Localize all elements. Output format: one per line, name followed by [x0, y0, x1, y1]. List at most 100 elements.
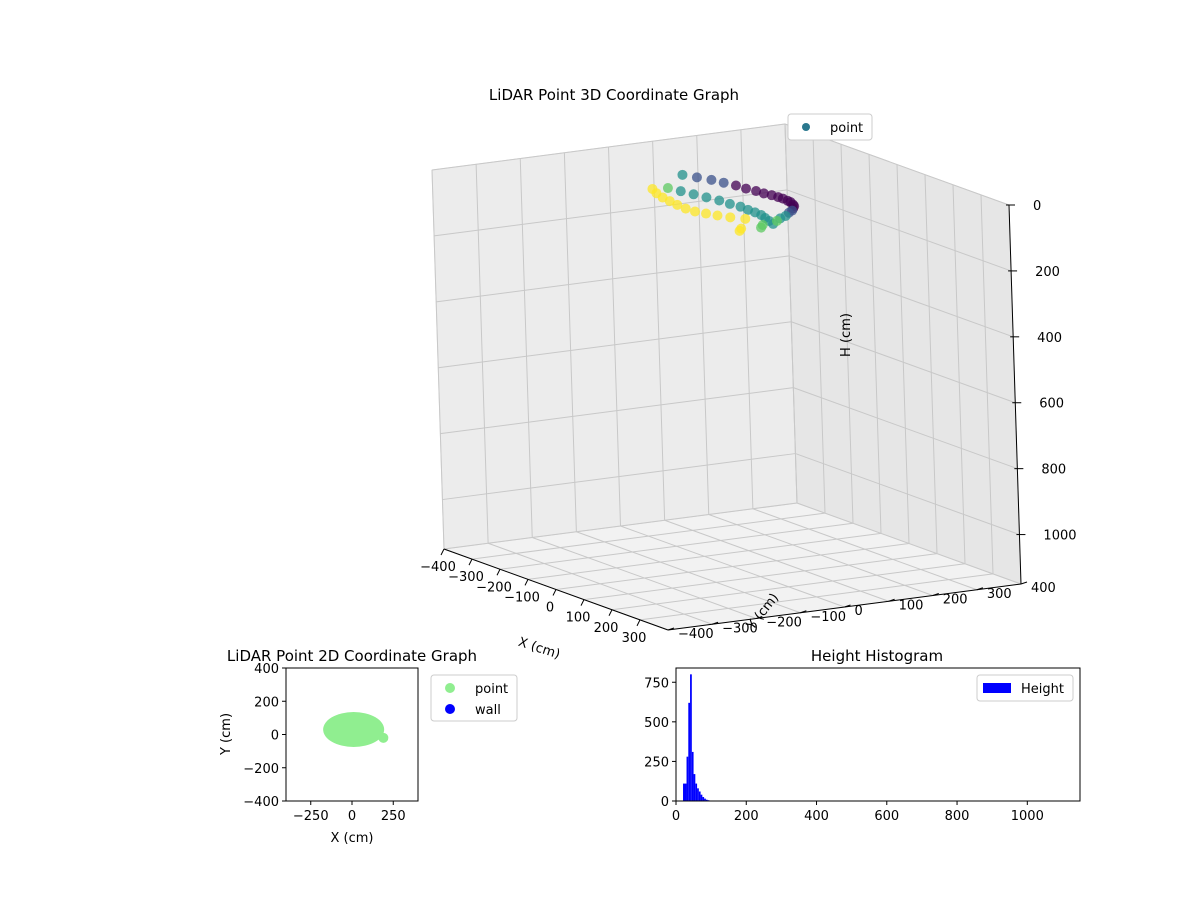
chart-3d-point: [677, 169, 688, 180]
chart-2d-x-tick-label: −250: [293, 809, 329, 824]
chart-2d-y-tick-label: −400: [243, 795, 279, 810]
chart-histogram-bar: [693, 774, 696, 801]
chart-3d-xlabel: X (cm): [516, 635, 562, 663]
chart-3d-x-tick-label: −300: [448, 570, 484, 585]
chart-3d-y-tick-label: −200: [766, 616, 802, 631]
chart-3d-point: [662, 183, 673, 194]
chart-3d-legend-label: point: [830, 121, 863, 136]
chart-histogram-x-tick-label: 1000: [1011, 809, 1044, 824]
chart-2d-legend-marker-point: [445, 683, 455, 693]
chart-3d-x-tick-label: 200: [594, 621, 619, 636]
chart-histogram: Height Histogram 0 200 400 600 800 1000 0 250 50…: [644, 647, 1081, 824]
chart-3d-grid-y-floor: [708, 514, 933, 596]
chart-histogram-y-tick-label: 500: [644, 716, 669, 731]
chart-3d-point: [701, 192, 712, 203]
chart-3d-grid-y-floor: [796, 502, 1022, 585]
chart-histogram-bar: [695, 783, 698, 801]
chart-3d-point: [701, 208, 712, 219]
chart-3d-grid-y-left: [608, 146, 621, 527]
chart-3d-point: [734, 225, 745, 236]
chart-3d-x-tick-label: 100: [566, 611, 591, 626]
chart-2d-point: [378, 732, 389, 743]
chart-3d-point: [724, 198, 735, 209]
chart-3d-point: [766, 190, 777, 201]
chart-3d-grid-y-left: [475, 164, 489, 544]
chart-3d-x-tick: [468, 558, 473, 566]
chart-3d-grid-z-back: [791, 321, 1016, 404]
chart-3d-grid-z-left: [431, 123, 786, 171]
chart-3d-y-tick: [888, 598, 895, 602]
chart-histogram-legend-frame: [976, 674, 1074, 702]
chart-histogram-x-tick-label: 0: [672, 809, 680, 824]
chart-2d-title: LiDAR Point 2D Coordinate Graph: [227, 647, 477, 665]
chart-histogram-x-tick-label: 400: [804, 809, 829, 824]
chart-histogram-legend-swatch: [983, 683, 1011, 693]
chart-histogram-legend-label: Height: [1021, 682, 1064, 697]
chart-3d-grid-x-back: [812, 134, 826, 514]
chart-3d-x-tick: [440, 548, 445, 556]
chart-3d-grid-y-floor: [532, 537, 757, 619]
chart-3d-grid-x-back: [952, 184, 966, 564]
chart-3d-x-tick-label: −100: [504, 590, 540, 605]
chart-3d-x-tick-label: −200: [476, 580, 512, 595]
chart-3d-x-tick: [636, 619, 641, 627]
chart-3d-point: [675, 186, 686, 197]
chart-3d-grid-x-back: [840, 144, 854, 524]
chart-3d-grid-y-floor: [752, 508, 978, 591]
chart-3d-z-tick-label: 600: [1039, 397, 1064, 412]
chart-3d-y-tick-label: 200: [943, 593, 968, 608]
chart-3d: LiDAR Point 3D Coordinate Graph −400−300…: [420, 86, 1076, 662]
chart-3d-y-tick: [976, 587, 984, 591]
chart-3d-zlabel: H (cm): [839, 313, 854, 357]
chart-3d-grid-y-floor: [664, 519, 889, 602]
chart-3d-point: [691, 172, 702, 183]
chart-3d-y-tick-label: −400: [678, 627, 714, 642]
chart-histogram-bar: [698, 791, 701, 801]
chart-3d-y-tick: [844, 604, 851, 608]
chart-2d-y-tick-label: 0: [271, 729, 279, 744]
chart-3d-grid-y-left: [740, 129, 754, 509]
chart-histogram-x-tick-label: 800: [945, 809, 970, 824]
chart-3d-point: [758, 188, 769, 199]
chart-3d-point: [672, 199, 683, 210]
chart-2d-legend-marker-wall: [445, 704, 455, 714]
chart-histogram-bar: [697, 788, 699, 801]
chart-3d-point: [690, 206, 701, 217]
chart-3d-grid-y-floor: [620, 525, 845, 608]
chart-histogram-bar: [705, 799, 708, 801]
chart-3d-grid-x-back: [980, 194, 994, 574]
chart-2d-legend-label-point: point: [475, 682, 508, 697]
chart-3d-point: [741, 183, 752, 194]
chart-histogram-y-tick-label: 750: [644, 676, 669, 691]
chart-3d-x-tick: [552, 589, 557, 596]
chart-3d-y-tick-label: −300: [722, 621, 758, 636]
chart-3d-grid-z-back: [793, 387, 1018, 470]
chart-3d-point: [735, 201, 746, 212]
chart-histogram-y-tick-label: 250: [644, 755, 669, 770]
chart-3d-y-tick-label: 100: [899, 598, 924, 613]
chart-3d-x-tick: [608, 609, 613, 616]
chart-3d-z-tick-label: 200: [1035, 265, 1060, 280]
chart-3d-y-tick: [756, 616, 763, 619]
chart-3d-point: [688, 189, 699, 200]
chart-3d-x-tick-label: −400: [420, 560, 456, 575]
chart-2d-y-tick-label: 200: [254, 695, 279, 710]
chart-3d-y-tick-label: 300: [987, 587, 1012, 602]
chart-2d-y-tick-label: 400: [254, 662, 279, 677]
chart-3d-z-tick-label: 400: [1037, 331, 1062, 346]
chart-3d-point: [706, 174, 717, 185]
chart-3d-y-tick-label: 400: [1031, 581, 1056, 596]
chart-3d-point: [680, 203, 691, 214]
chart-3d-grid-z-left: [438, 321, 792, 369]
chart-3d-point: [756, 222, 767, 233]
chart-3d-x-tick: [496, 569, 501, 576]
chart-histogram-bar: [683, 783, 687, 801]
chart-histogram-bar: [690, 674, 692, 801]
chart-3d-title: LiDAR Point 3D Coordinate Graph: [489, 86, 739, 104]
chart-3d-grid-y-left: [563, 152, 577, 532]
chart-2d-y-tick-label: −200: [243, 762, 279, 777]
chart-3d-point: [714, 195, 725, 206]
chart-3d-y-tick: [711, 621, 719, 625]
chart-3d-z-axis-line: [1008, 204, 1022, 585]
